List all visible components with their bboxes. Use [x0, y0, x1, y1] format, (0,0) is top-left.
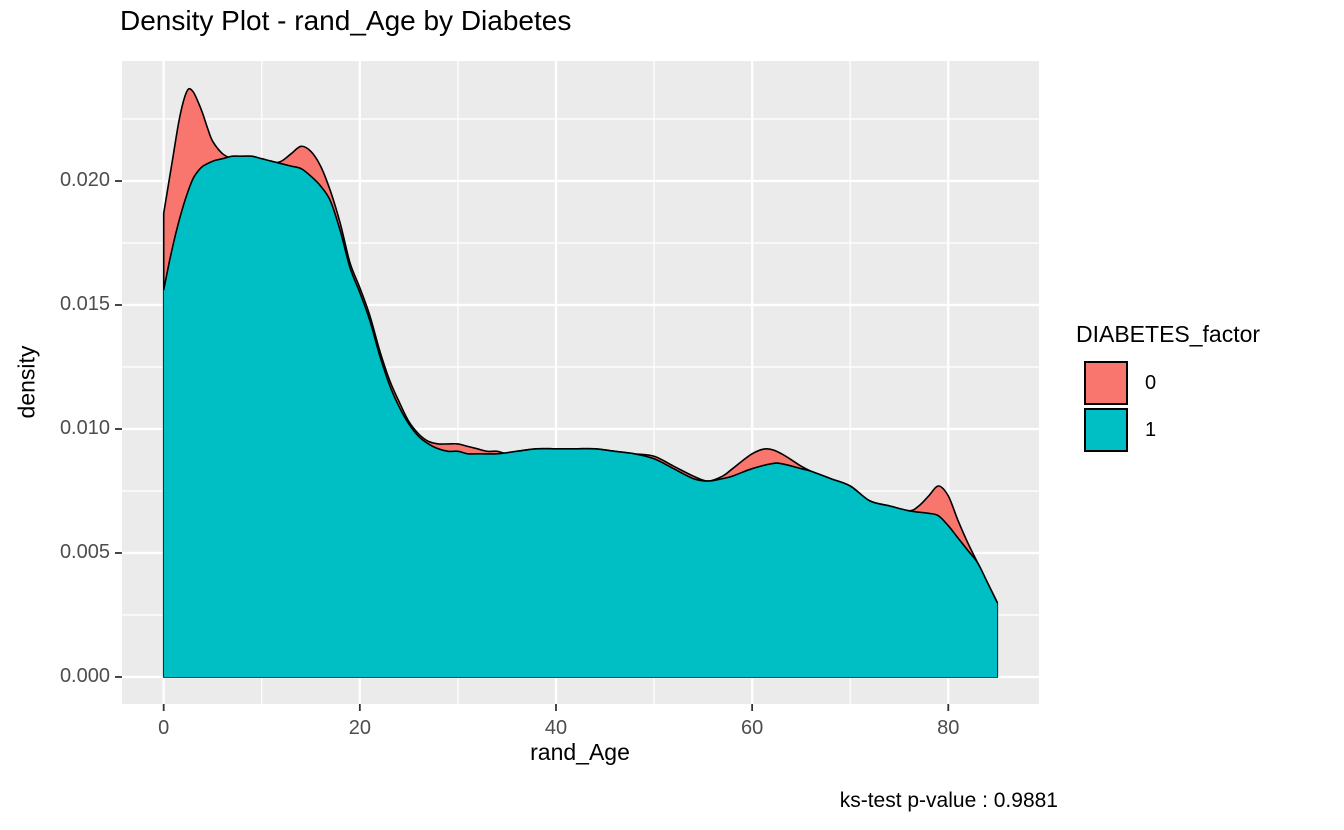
legend-title: DIABETES_factor — [1076, 321, 1261, 347]
density-outline-group-1 — [162, 155, 999, 603]
x-axis-title: rand_Age — [530, 739, 630, 765]
y-tick-label: 0.005 — [59, 540, 110, 563]
legend: DIABETES_factor 0 1 — [1076, 321, 1260, 455]
chart-title: Density Plot - rand_Age by Diabetes — [120, 5, 572, 36]
legend-key-swatch-1 — [1084, 408, 1128, 452]
legend-entry-1: 1 — [1084, 408, 1252, 452]
legend-label-1: 1 — [1145, 418, 1157, 441]
x-tick-label: 60 — [741, 717, 764, 739]
y-tick-label: 0.015 — [59, 293, 110, 315]
y-axis-title: density — [13, 345, 40, 419]
legend-label-0: 0 — [1145, 371, 1157, 394]
x-tick-label: 80 — [937, 717, 960, 739]
legend-entry-0: 0 — [1084, 361, 1252, 405]
legend-key-swatch-0 — [1084, 361, 1128, 405]
y-tick-label: 0.000 — [59, 664, 110, 687]
y-tick-label: 0.020 — [59, 169, 110, 192]
x-tick-label: 20 — [348, 717, 371, 739]
y-tick-label: 0.010 — [59, 416, 110, 439]
x-tick-label: 40 — [544, 717, 568, 739]
caption-ks-test: ks-test p-value : 0.9881 — [839, 789, 1058, 812]
density-area-group-1 — [163, 156, 998, 677]
x-tick-label: 0 — [158, 717, 170, 739]
